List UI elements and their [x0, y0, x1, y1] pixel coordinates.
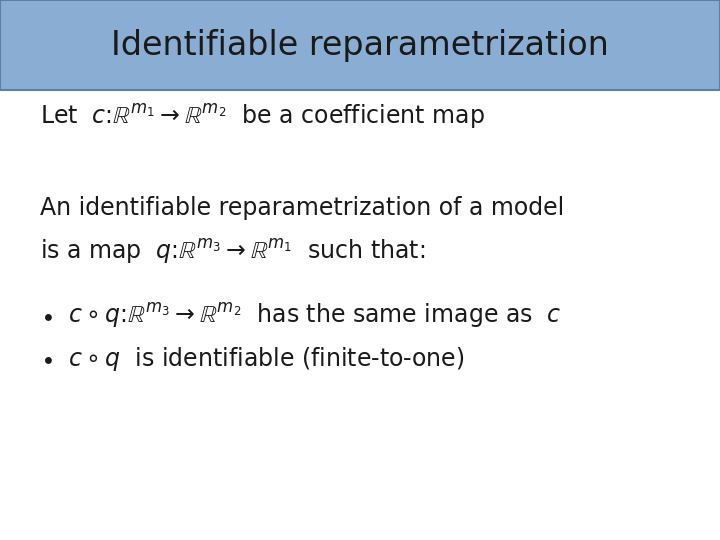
- Text: is a map  $q\colon \mathbb{R}^{m_3} \to \mathbb{R}^{m_1}$  such that:: is a map $q\colon \mathbb{R}^{m_3} \to \…: [40, 237, 425, 266]
- Text: $\bullet$: $\bullet$: [40, 347, 53, 371]
- Text: An identifiable reparametrization of a model: An identifiable reparametrization of a m…: [40, 196, 564, 220]
- Text: $c \circ q\colon \mathbb{R}^{m_3} \to \mathbb{R}^{m_2}$  has the same image as  : $c \circ q\colon \mathbb{R}^{m_3} \to \m…: [68, 301, 562, 330]
- Text: $c \circ q$  is identifiable (finite-to-one): $c \circ q$ is identifiable (finite-to-o…: [68, 345, 465, 373]
- FancyBboxPatch shape: [0, 0, 720, 90]
- Text: $\bullet$: $\bullet$: [40, 304, 53, 328]
- Text: Identifiable reparametrization: Identifiable reparametrization: [111, 29, 609, 62]
- Text: Let  $c\colon \mathbb{R}^{m_1} \to \mathbb{R}^{m_2}$  be a coefficient map: Let $c\colon \mathbb{R}^{m_1} \to \mathb…: [40, 102, 485, 131]
